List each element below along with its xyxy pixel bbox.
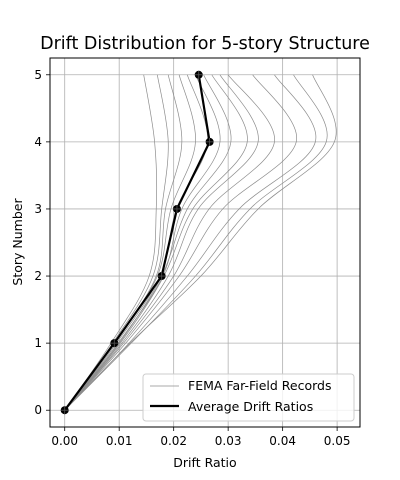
x-tick-label: 0.03 (215, 434, 242, 448)
y-tick-label: 5 (34, 68, 42, 82)
chart-title: Drift Distribution for 5-story Structure (40, 34, 370, 54)
record-line (64, 74, 248, 411)
y-axis-label: Story Number (10, 198, 25, 286)
record-line (64, 74, 337, 411)
x-tick-label: 0.01 (106, 434, 133, 448)
x-axis-label: Drift Ratio (173, 455, 236, 470)
legend-records-label: FEMA Far-Field Records (188, 378, 331, 393)
grid-lines (50, 58, 360, 427)
average-line (63, 74, 211, 411)
x-tick-label: 0.05 (324, 434, 351, 448)
average-series (60, 70, 214, 415)
y-tick-label: 1 (34, 336, 42, 350)
record-line (64, 74, 232, 411)
y-tick-label: 2 (34, 269, 42, 283)
y-tick-label: 0 (34, 403, 42, 417)
x-tick-label: 0.00 (51, 434, 78, 448)
legend-box (142, 373, 355, 422)
x-tick-label: 0.04 (269, 434, 296, 448)
legend: FEMA Far-Field Records Average Drift Rat… (142, 373, 355, 422)
record-line (64, 74, 317, 411)
y-tick-label: 3 (34, 202, 42, 216)
record-line (64, 74, 297, 411)
record-line (64, 74, 328, 411)
record-line (64, 74, 158, 411)
record-line (64, 74, 221, 411)
axis-ticks: 0.00 0.01 0.02 0.03 0.04 0.05 0 1 2 3 4 5 (34, 68, 350, 448)
x-tick-label: 0.02 (160, 434, 187, 448)
plot-frame (49, 57, 361, 428)
y-tick-label: 4 (34, 135, 42, 149)
record-line (64, 74, 275, 411)
legend-average-label: Average Drift Ratios (188, 399, 313, 414)
record-line (64, 74, 259, 411)
